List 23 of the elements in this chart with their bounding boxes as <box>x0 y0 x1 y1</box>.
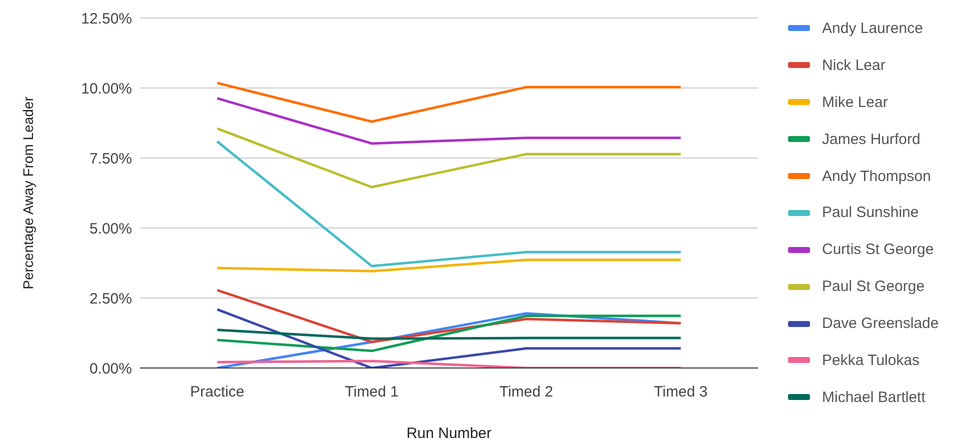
legend-label: Dave Greenslade <box>822 315 939 332</box>
legend-label: Paul St George <box>822 278 925 296</box>
legend-label: Andy Thompson <box>822 168 931 184</box>
y-axis-title: Percentage Away From Leader <box>20 96 36 290</box>
x-tick-label: Timed 3 <box>654 384 708 401</box>
legend-label: James Hurford <box>822 130 920 148</box>
y-tick-label: 2.50% <box>89 290 132 308</box>
legend-label: Curtis St George <box>822 241 934 258</box>
x-axis-title: Run Number <box>406 425 492 441</box>
legend-label: Michael Bartlett <box>822 388 926 406</box>
legend-label: Nick Lear <box>822 56 886 74</box>
legend-label: Mike Lear <box>822 94 888 111</box>
y-tick-label: 10.00% <box>81 80 132 98</box>
y-tick-label: 7.50% <box>89 150 132 168</box>
y-tick-label: 0.00% <box>89 360 132 378</box>
legend-label: Paul Sunshine <box>822 204 919 222</box>
y-tick-label: 5.00% <box>89 220 132 238</box>
legend-label: Pekka Tulokas <box>822 352 920 369</box>
legend-label: Andy Laurence <box>822 20 923 37</box>
y-tick-label: 12.50% <box>81 10 132 28</box>
x-tick-label: Timed 1 <box>344 384 399 401</box>
x-tick-label: Practice <box>190 384 244 401</box>
x-tick-label: Timed 2 <box>499 384 554 401</box>
